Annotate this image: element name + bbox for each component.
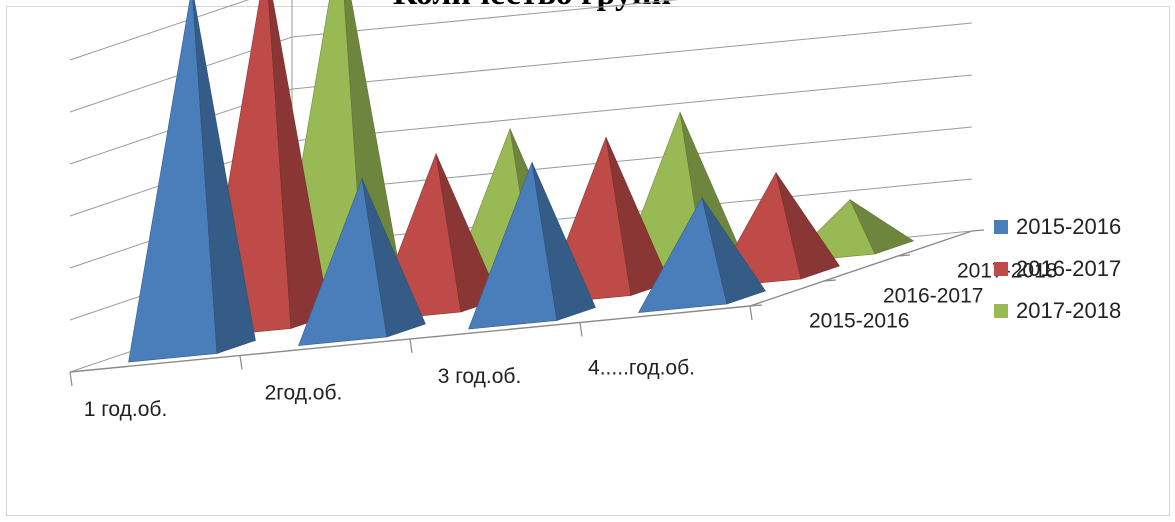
pyramid-side-face [605, 137, 670, 296]
legend-swatch [994, 220, 1008, 234]
chart-legend: 2015-2016 2016-2017 2017-2018 [994, 206, 1121, 332]
pyramid-side-face [775, 172, 840, 280]
depth-tick [749, 304, 763, 307]
chart-frame [6, 6, 1170, 516]
legend-label: 2017-2018 [1016, 298, 1122, 323]
legend-swatch [994, 304, 1008, 318]
gridline [291, 0, 679, 38]
gridline [291, 74, 973, 142]
depth-tick [897, 254, 911, 257]
x-tick [579, 322, 583, 337]
x-tick [409, 338, 413, 354]
chart-title: Количество групп [0, 0, 1064, 14]
x-tick [239, 355, 243, 370]
gridline [291, 22, 973, 90]
legend-label: 2016-2017 [1016, 256, 1122, 281]
pyramid-side-face [701, 197, 766, 305]
x-tick [749, 305, 753, 321]
pyramid-side-face [361, 178, 426, 338]
x-tick [69, 371, 73, 387]
x-tick-label: 3 год.об. [438, 365, 522, 388]
legend-label: 2015-2016 [1016, 214, 1122, 239]
x-tick-label: 2год.об. [265, 382, 343, 405]
legend-swatch [994, 262, 1008, 276]
depth-tick [823, 279, 837, 282]
depth-tick-label: 2016-2017 [883, 285, 983, 308]
pyramid-side-face [192, 0, 256, 354]
legend-item: 2015-2016 [994, 206, 1121, 248]
gridline [291, 126, 973, 194]
legend-item: 2017-2018 [994, 290, 1121, 332]
x-tick-label: 4.....год.об. [588, 357, 695, 380]
legend-item: 2016-2017 [994, 248, 1121, 290]
pyramid-side-face [849, 198, 915, 255]
x-tick-label: 1 год.об. [84, 398, 168, 421]
depth-tick-label: 2015-2016 [809, 310, 909, 333]
gridline [69, 0, 250, 61]
depth-tick [971, 229, 985, 232]
pyramid-side-face [531, 162, 596, 321]
